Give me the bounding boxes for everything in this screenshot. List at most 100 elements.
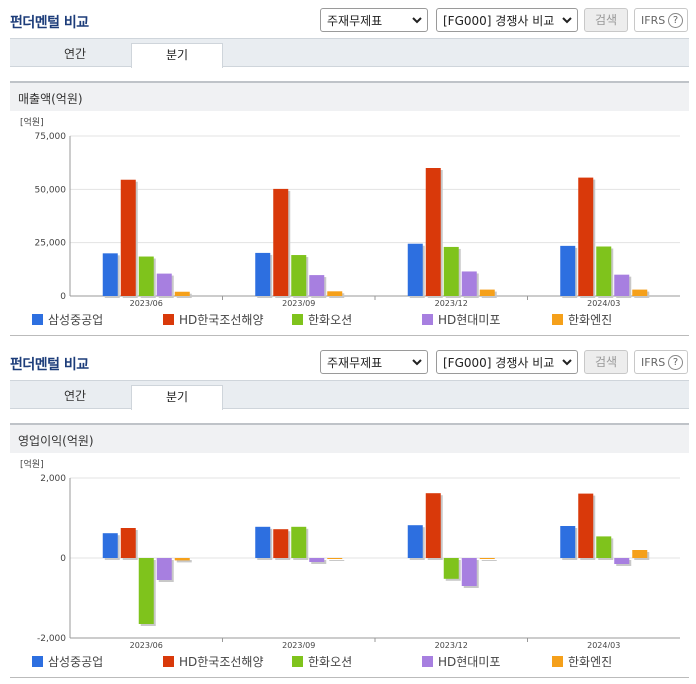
chevron-down-icon xyxy=(562,359,572,366)
bar[interactable] xyxy=(461,558,477,586)
compare-select[interactable]: [FG000] 경쟁사 비교 xyxy=(436,350,578,374)
metric-title: 매출액(억원) xyxy=(10,81,689,111)
legend-item[interactable]: 한화오션 xyxy=(292,311,352,328)
bar[interactable] xyxy=(156,558,172,580)
tab-quarterly[interactable]: 분기 xyxy=(131,385,223,410)
bar[interactable] xyxy=(138,256,154,296)
bar-shadow xyxy=(481,560,497,561)
statement-select[interactable]: 주재무제표 xyxy=(320,8,428,32)
bar[interactable] xyxy=(327,558,343,559)
legend-label: 한화엔진 xyxy=(568,655,613,669)
ifrs-help-button[interactable]: IFRS ? xyxy=(634,8,688,32)
search-button[interactable]: 검색 xyxy=(584,8,628,32)
chevron-down-icon xyxy=(412,17,422,24)
period-tabs: 연간 분기 xyxy=(10,380,689,410)
legend-item[interactable]: HD현대미포 xyxy=(422,311,500,328)
legend-item[interactable]: 한화오션 xyxy=(292,653,352,670)
legend-swatch xyxy=(32,314,43,325)
bar[interactable] xyxy=(443,246,459,296)
tab-quarterly[interactable]: 분기 xyxy=(131,43,223,68)
bar[interactable] xyxy=(120,528,136,558)
period-tabs: 연간 분기 xyxy=(10,38,689,68)
y-tick-label: -2,000 xyxy=(37,634,66,644)
bar[interactable] xyxy=(309,275,325,296)
y-tick-label: 2,000 xyxy=(40,474,66,484)
bar[interactable] xyxy=(596,536,612,558)
bar[interactable] xyxy=(174,558,190,561)
fundamental-panel-operating-profit: 펀더멘털 비교 주재무제표 [FG000] 경쟁사 비교 검색 IFRS ? 연… xyxy=(0,342,696,684)
bar[interactable] xyxy=(138,558,154,624)
y-tick-label: 50,000 xyxy=(35,185,67,195)
bar[interactable] xyxy=(578,493,594,558)
bar[interactable] xyxy=(291,255,307,296)
bar[interactable] xyxy=(407,243,423,296)
legend-item[interactable]: 한화엔진 xyxy=(552,653,612,670)
compare-select-value: [FG000] 경쟁사 비교 xyxy=(443,14,555,28)
bar[interactable] xyxy=(156,273,172,296)
legend-label: 한화엔진 xyxy=(568,313,613,327)
bar[interactable] xyxy=(614,274,630,296)
bar[interactable] xyxy=(327,291,343,296)
legend-swatch xyxy=(292,656,303,667)
bar[interactable] xyxy=(255,252,271,296)
x-tick-label: 2023/06 xyxy=(130,299,163,306)
y-tick-label: 0 xyxy=(60,292,66,302)
legend-item[interactable]: 한화엔진 xyxy=(552,311,612,328)
ifrs-label: IFRS xyxy=(641,356,666,369)
bar[interactable] xyxy=(596,246,612,296)
statement-select[interactable]: 주재무제표 xyxy=(320,350,428,374)
bar[interactable] xyxy=(309,558,325,562)
x-tick-label: 2023/12 xyxy=(435,641,468,648)
y-tick-label: 25,000 xyxy=(35,239,67,249)
bar[interactable] xyxy=(479,289,495,296)
legend-label: HD현대미포 xyxy=(438,313,501,327)
bar[interactable] xyxy=(632,550,648,558)
legend-swatch xyxy=(163,314,174,325)
bar[interactable] xyxy=(479,558,495,559)
bar[interactable] xyxy=(273,188,289,296)
compare-select-value: [FG000] 경쟁사 비교 xyxy=(443,356,555,370)
bar[interactable] xyxy=(443,558,459,579)
legend-item[interactable]: HD한국조선해양 xyxy=(163,311,264,328)
operating-profit-chart: [억원] -2,000 0 2,000 2023/06 2023/09 2023/12 202… xyxy=(10,453,689,678)
ifrs-label: IFRS xyxy=(641,14,666,27)
bar[interactable] xyxy=(291,526,307,558)
bar[interactable] xyxy=(560,245,576,296)
legend-label: 한화오션 xyxy=(308,655,353,669)
search-button[interactable]: 검색 xyxy=(584,350,628,374)
panel-header: 펀더멘털 비교 주재무제표 [FG000] 경쟁사 비교 검색 IFRS ? xyxy=(0,0,696,38)
legend-swatch xyxy=(422,314,433,325)
legend-label: 삼성중공업 xyxy=(48,313,104,327)
bar[interactable] xyxy=(425,493,441,558)
bar[interactable] xyxy=(578,177,594,296)
help-icon: ? xyxy=(668,355,683,370)
fundamental-panel-revenue: 펀더멘털 비교 주재무제표 [FG000] 경쟁사 비교 검색 IFRS ? 연… xyxy=(0,0,696,336)
ifrs-help-button[interactable]: IFRS ? xyxy=(634,350,688,374)
metric-title: 영업이익(억원) xyxy=(10,423,689,453)
bar[interactable] xyxy=(120,179,136,296)
legend-swatch xyxy=(163,656,174,667)
bar[interactable] xyxy=(174,291,190,296)
legend-item[interactable]: HD현대미포 xyxy=(422,653,500,670)
bar[interactable] xyxy=(102,253,118,296)
legend-label: 한화오션 xyxy=(308,313,353,327)
bar[interactable] xyxy=(632,289,648,296)
tab-annual[interactable]: 연간 xyxy=(63,47,87,61)
bar[interactable] xyxy=(273,529,289,558)
bar[interactable] xyxy=(614,558,630,564)
x-tick-label: 2024/03 xyxy=(587,641,620,648)
bar[interactable] xyxy=(560,526,576,558)
bar[interactable] xyxy=(425,168,441,296)
legend-label: HD현대미포 xyxy=(438,655,501,669)
legend-item[interactable]: HD한국조선해양 xyxy=(163,653,264,670)
compare-select[interactable]: [FG000] 경쟁사 비교 xyxy=(436,8,578,32)
legend-label: HD한국조선해양 xyxy=(179,313,264,327)
legend-item[interactable]: 삼성중공업 xyxy=(32,311,103,328)
bar[interactable] xyxy=(255,526,271,558)
bar[interactable] xyxy=(102,533,118,558)
bar[interactable] xyxy=(461,271,477,296)
tab-annual[interactable]: 연간 xyxy=(63,389,87,403)
y-tick-label: 0 xyxy=(60,554,66,564)
legend-item[interactable]: 삼성중공업 xyxy=(32,653,103,670)
bar[interactable] xyxy=(407,525,423,558)
